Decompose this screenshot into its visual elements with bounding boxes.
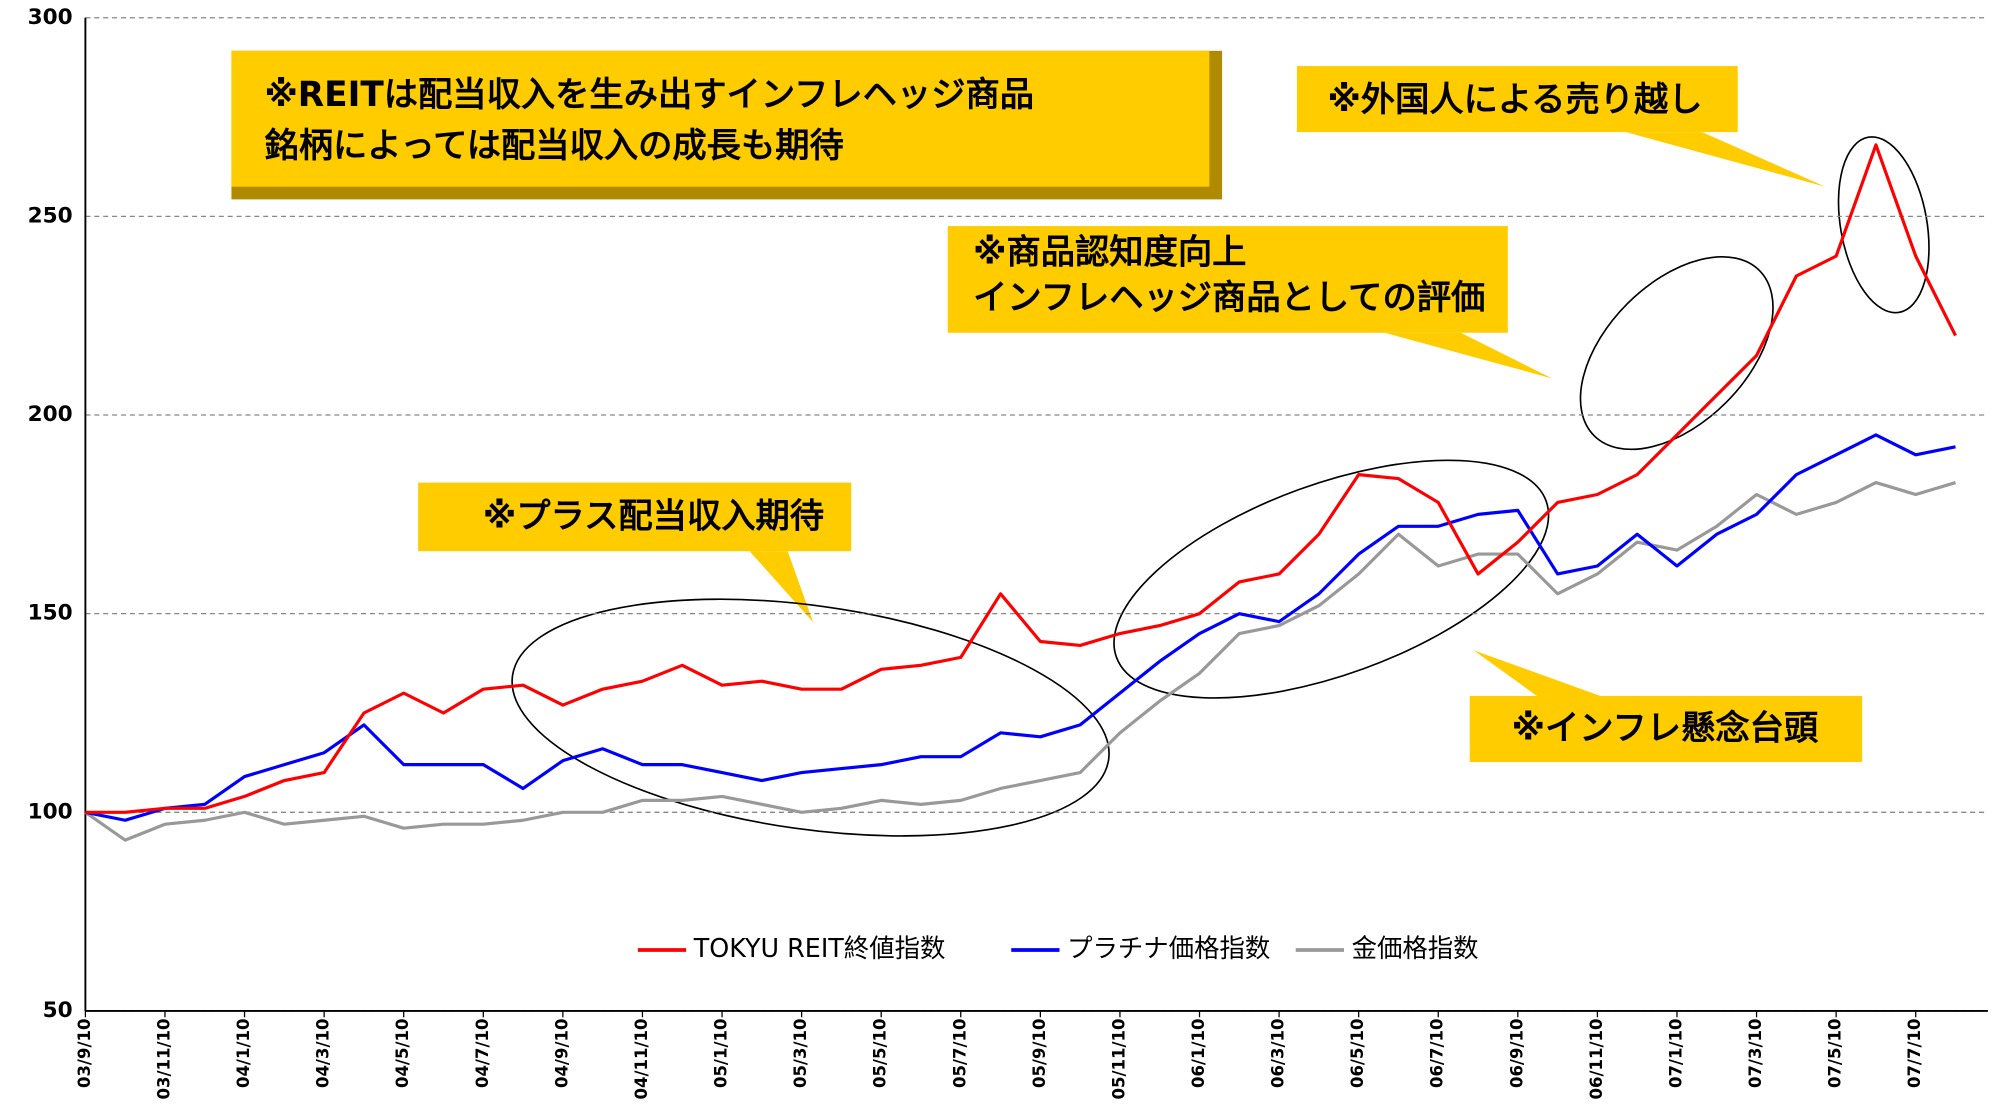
x-tick-label: 06/9/10 [1507,1019,1526,1088]
x-tick-label: 07/5/10 [1826,1019,1845,1088]
y-tick-label: 200 [28,402,73,427]
x-tick-label: 04/3/10 [314,1019,333,1088]
x-tick-label: 05/11/10 [1109,1019,1128,1100]
y-tick-label: 150 [28,601,73,626]
annotation: ※REITは配当収入を生み出すインフレヘッジ商品 [264,75,1034,115]
legend-label: プラチナ価格指数 [1067,933,1270,963]
x-tick-label: 07/1/10 [1666,1019,1685,1088]
x-tick-label: 04/1/10 [234,1019,253,1088]
annotation: ※外国人による売り越し [1327,80,1702,120]
series-line [84,480,1956,842]
x-tick-label: 03/9/10 [75,1019,94,1088]
legend-label: TOKYU REIT終値指数 [693,933,946,963]
ellipses [511,136,1930,837]
x-tick-label: 04/7/10 [473,1019,492,1088]
x-tick-label: 06/5/10 [1348,1019,1367,1088]
x-tick-label: 04/11/10 [632,1019,651,1100]
series-line [85,433,1956,822]
x-tick-label: 07/3/10 [1746,1019,1765,1088]
x-tick-label: 05/5/10 [871,1019,890,1088]
x-tick-label: 05/1/10 [712,1019,731,1088]
annotation: インフレヘッジ商品としての評価 [973,278,1485,318]
x-tick-label: 06/11/10 [1587,1019,1606,1100]
x-tick-label: 05/7/10 [950,1019,969,1088]
series-line [85,143,1957,814]
annotation: ※商品認知度向上 [973,233,1246,273]
x-tick-label: 04/5/10 [393,1019,412,1088]
annotation: ※プラス配当収入期待 [483,497,824,537]
callout-shapes [231,50,1863,763]
x-tick-label: 06/1/10 [1189,1019,1208,1088]
y-tick-label: 300 [28,5,73,30]
y-tick-label: 250 [28,203,73,228]
x-tick-label: 05/3/10 [791,1019,810,1088]
x-tick-label: 05/9/10 [1030,1019,1049,1088]
annotation: 銘柄によっては配当収入の成長も期待 [264,126,843,166]
annotation: ※インフレ懸念台頭 [1512,709,1819,749]
y-tick-label: 100 [28,799,73,824]
x-tick-label: 04/9/10 [552,1019,571,1088]
x-tick-label: 07/7/10 [1905,1019,1924,1088]
y-tick-label: 50 [43,998,73,1023]
x-tick-label: 03/11/10 [154,1019,173,1100]
x-tick-label: 06/7/10 [1428,1019,1447,1088]
x-tick-label: 06/3/10 [1269,1019,1288,1088]
legend-label: 金価格指数 [1352,933,1479,963]
